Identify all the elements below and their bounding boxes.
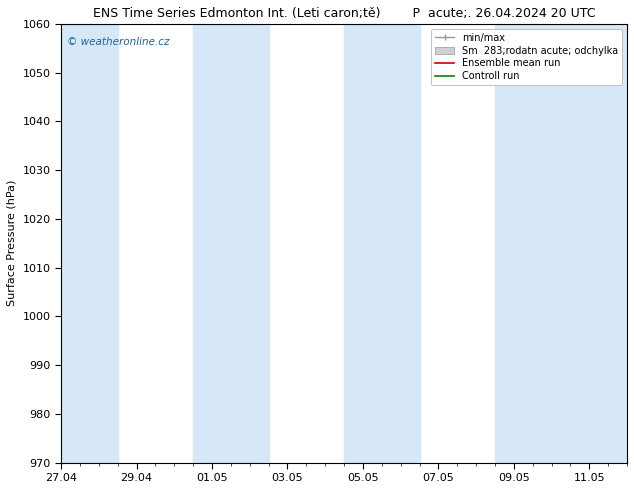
Bar	[344, 24, 420, 463]
Bar	[193, 24, 269, 463]
Bar	[61, 24, 118, 463]
Text: © weatheronline.cz: © weatheronline.cz	[67, 37, 169, 47]
Y-axis label: Surface Pressure (hPa): Surface Pressure (hPa)	[7, 180, 17, 306]
Title: ENS Time Series Edmonton Int. (Leti caron;tě)        P  acute;. 26.04.2024 20 UT: ENS Time Series Edmonton Int. (Leti caro…	[93, 7, 595, 20]
Bar	[495, 24, 627, 463]
Legend: min/max, Sm  283;rodatn acute; odchylka, Ensemble mean run, Controll run: min/max, Sm 283;rodatn acute; odchylka, …	[431, 29, 622, 85]
